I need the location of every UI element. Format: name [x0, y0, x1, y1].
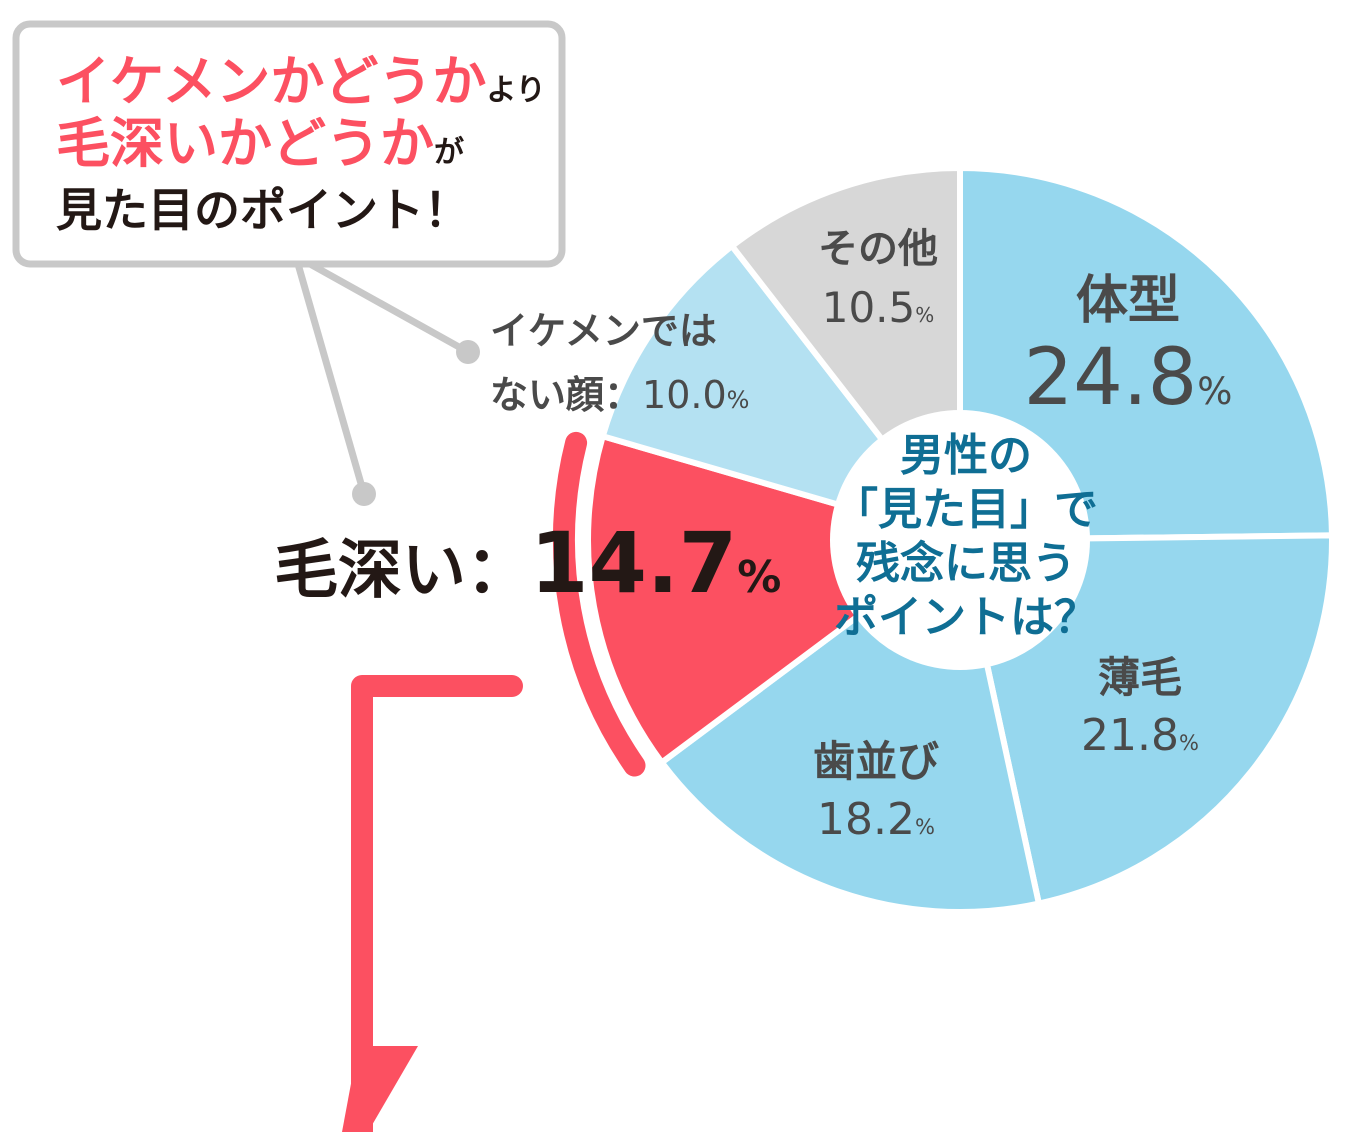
svg-text:毛深いかどうかが: 毛深いかどうかが [56, 112, 464, 175]
slice-name-5: その他 [818, 226, 938, 272]
callout-box [12, 20, 566, 268]
center-label-line-0: 男性の [900, 430, 1032, 481]
connector-dot [456, 340, 480, 364]
center-label-line-1: 「見た目」で [834, 484, 1098, 535]
pie-slice-0 [957, 164, 1336, 544]
slice-value-0: 24.8% [1024, 333, 1233, 423]
slice-label-highlight: 毛深い：14.7% [274, 514, 781, 612]
callout-line1-main: イケメンかどうか [56, 50, 486, 113]
slice-value-1: 21.8% [1081, 710, 1199, 761]
connector-line [308, 260, 470, 356]
callout-line1-suffix: より [486, 73, 545, 108]
slice-value-highlight: 14.7 [530, 514, 737, 612]
slice-name-highlight: 毛深い： [274, 534, 530, 608]
center-label-line-2: 残念に思う [856, 538, 1076, 589]
slice-name-0: 体型 [1076, 271, 1180, 331]
slice-name-4: イケメンでは [490, 309, 717, 353]
slice-unit-highlight: % [737, 552, 781, 603]
slice-name-2: 歯並び [813, 737, 939, 786]
highlight-arc [553, 431, 646, 777]
bracket-arrow [351, 675, 523, 1132]
center-label-line-3: ポイントは？ [834, 592, 1098, 643]
connector-dot [352, 482, 376, 506]
pie-center-hole [830, 410, 1090, 670]
slice-name-1: 薄毛 [1098, 653, 1182, 702]
slice-value-5: 10.5% [822, 283, 935, 332]
slice-value-4: ない顔：10.0% [490, 373, 749, 417]
arrow-head [342, 1046, 418, 1132]
callout-line3: 見た目のポイント！ [56, 183, 470, 237]
callout-line2-main: 毛深いかどうか [56, 112, 434, 175]
connector-line [294, 263, 368, 495]
callout-line2-suffix: が [434, 135, 464, 170]
slice-value-2: 18.2% [817, 794, 935, 845]
svg-text:イケメンかどうかより: イケメンかどうかより [56, 50, 546, 113]
